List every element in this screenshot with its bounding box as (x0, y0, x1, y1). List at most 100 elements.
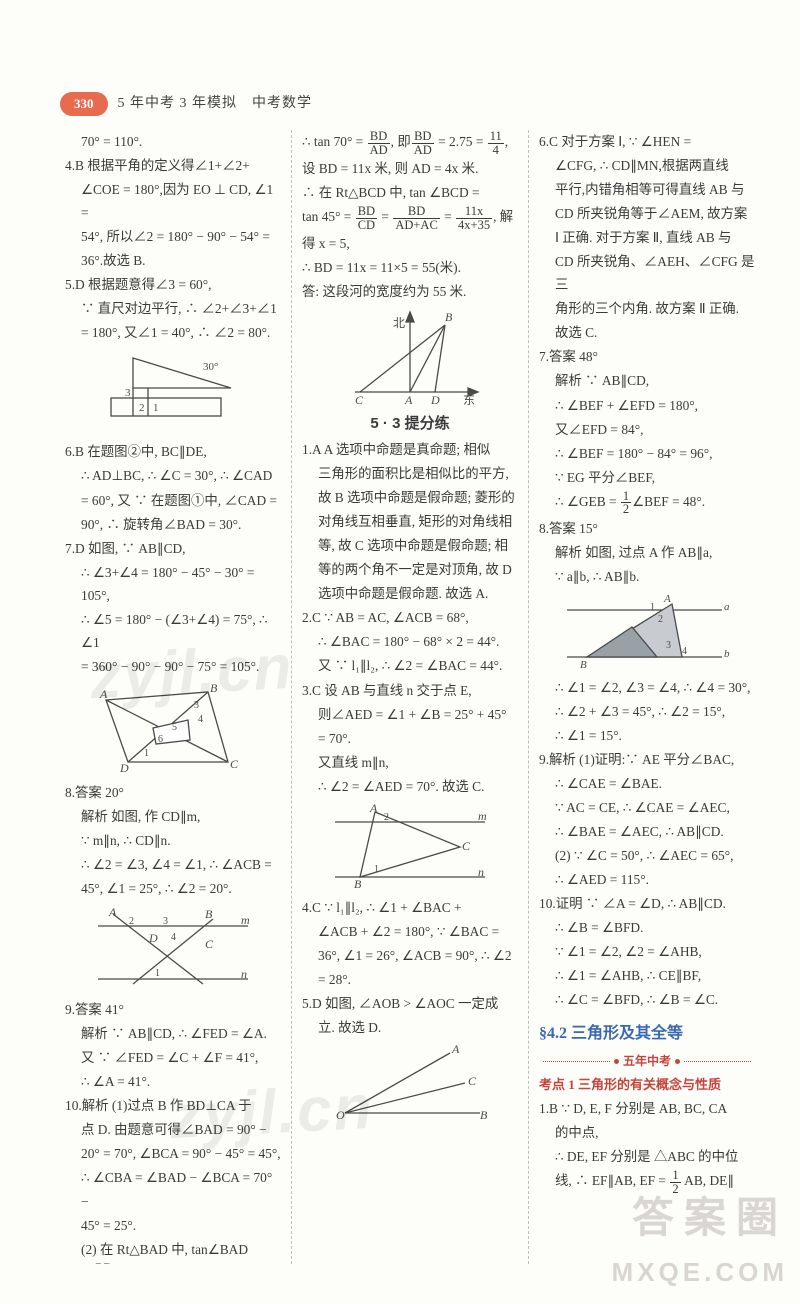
c1-line: 45° = 25°. (65, 1214, 281, 1237)
c3-line: 6.C 对于方案 Ⅰ, ∵ ∠HEN = (539, 130, 755, 153)
c2-line: ∠ACB + ∠2 = 180°, ∵ ∠BAC = (302, 920, 518, 943)
svg-text:3: 3 (125, 387, 131, 399)
c3-line: ∵ ∠1 = ∠2, ∠2 = ∠AHB, (539, 940, 755, 963)
svg-text:1: 1 (155, 968, 160, 979)
svg-text:C: C (205, 937, 214, 951)
page-number-badge: 330 (60, 92, 108, 116)
c2-line: 等, 故 C 选项中命题是假命题; 相 (302, 534, 518, 557)
svg-text:O: O (336, 1108, 345, 1122)
c1-line: = 60°, 又 ∵ 在题图①中, ∠CAD = (65, 489, 281, 512)
dot-icon (675, 1059, 680, 1064)
svg-text:n: n (241, 967, 247, 981)
c3-line: CD 所夹锐角等于∠AEM, 故方案 (539, 202, 755, 225)
c2-line: 4.C ∵ l₁∥l₂, ∴ ∠1 + ∠BAC + (302, 896, 518, 919)
c3-line: ∴ ∠1 = ∠2, ∠3 = ∠4, ∴ ∠4 = 30°, (539, 676, 755, 699)
c3-line: ∠CFG, ∴ CD∥MN,根据两直线 (539, 154, 755, 177)
c1-line: 点 D. 由题意可得∠BAD = 90° − (65, 1118, 281, 1141)
c1-line: ∠COE = 180°,因为 EO ⊥ CD, ∠1 = (65, 178, 281, 224)
svg-text:A: A (108, 905, 117, 919)
c3-line: 1.B ∵ D, E, F 分别是 AB, BC, CA (539, 1097, 755, 1120)
c3-line: 角形的三个内角. 故方案 Ⅱ 正确. (539, 297, 755, 320)
column-1: 70° = 110°. 4.B 根据平角的定义得∠1+∠2+ ∠COE = 18… (55, 130, 291, 1264)
c1-line: 20° = 70°, ∠BCA = 90° − 45° = 45°, (65, 1142, 281, 1165)
c1-line: 90°, ∴ 旋转角∠BAD = 30°. (65, 513, 281, 536)
c3-line: ∴ ∠BEF = 180° − 84° = 96°, (539, 442, 755, 465)
c3-line: (2) ∵ ∠C = 50°, ∴ ∠AEC = 65°, (539, 844, 755, 867)
svg-text:A: A (663, 593, 671, 605)
c3-line: ∴ ∠B = ∠BFD. (539, 916, 755, 939)
column-2: ∴ tan 70° = BDAD, 即BDAD = 2.75 = 114, 设 … (291, 130, 528, 1264)
c3-line: ∴ ∠BEF + ∠EFD = 180°, (539, 394, 755, 417)
svg-text:2: 2 (139, 402, 145, 414)
c3-line: Ⅰ 正确. 对于方案 Ⅱ, 直线 AB 与 (539, 226, 755, 249)
c2-line: tan 45° = BDCD = BDAD+AC = 11x4x+35, 解 (302, 205, 518, 231)
topic-five-year: 五年中考 (623, 1051, 671, 1072)
svg-text:2: 2 (658, 614, 663, 625)
c2-line: = 70°. (302, 727, 518, 750)
c2-line: 3.C 设 AB 与直线 n 交于点 E, (302, 679, 518, 702)
c1-line: ∴ ∠A = 41°. (65, 1070, 281, 1093)
c3-line: 的中点, (539, 1121, 755, 1144)
c3-line: ∴ ∠CAE = ∠BAE. (539, 772, 755, 795)
svg-text:3: 3 (194, 700, 199, 711)
c3-line: 解析 如图, 过点 A 作 AB∥a, (539, 541, 755, 564)
svg-text:B: B (354, 877, 362, 891)
c3-line: 7.答案 48° (539, 345, 755, 368)
c3-line: ∵ AC = CE, ∴ ∠CAE = ∠AEC, (539, 796, 755, 819)
figure-north-triangle: B C A D 北 东 (335, 307, 485, 407)
figure-quadrilateral: A B C D 3 4 5 6 1 (98, 682, 248, 777)
c1-line: 9.答案 41° (65, 998, 281, 1021)
c3-line: ∴ ∠C = ∠BFD, ∴ ∠B = ∠C. (539, 988, 755, 1011)
svg-text:4: 4 (682, 646, 687, 657)
c1-line: = 180°, 又∠1 = 40°, ∴ ∠2 = 80°. (65, 321, 281, 344)
c2-line: 三角形的面积比是相似比的平方, (302, 462, 518, 485)
c1-line: 7.D 如图, ∵ AB∥CD, (65, 537, 281, 560)
svg-text:东: 东 (463, 393, 475, 407)
c1-line: ∵ m∥n, ∴ CD∥n. (65, 829, 281, 852)
svg-text:D: D (430, 393, 440, 407)
c2-line: 立. 故选 D. (302, 1016, 518, 1039)
c1-line: 36°.故选 B. (65, 249, 281, 272)
svg-text:m: m (241, 913, 250, 927)
c3-line: 又∠EFD = 84°, (539, 418, 755, 441)
c2-line: 5.D 如图, ∠AOB > ∠AOC 一定成 (302, 992, 518, 1015)
c3-line: ∴ ∠BAE = ∠AEC, ∴ AB∥CD. (539, 820, 755, 843)
c2-line: ∴ BD = 11x = 11×5 = 55(米). (302, 256, 518, 279)
c1-line: 8.答案 20° (65, 781, 281, 804)
page-header-title: 5 年中考 3 年模拟 中考数学 (118, 92, 313, 116)
c3-line: ∴ ∠AED = 115°. (539, 868, 755, 891)
content-columns: 70° = 110°. 4.B 根据平角的定义得∠1+∠2+ ∠COE = 18… (55, 130, 765, 1264)
c2-line: 设 BD = 11x 米, 则 AD = 4x 米. (302, 157, 518, 180)
c3-line: ∴ DE, EF 分别是 △ABC 的中位 (539, 1145, 755, 1168)
figure-lines-mn-2: A B C m n 2 1 (330, 802, 490, 892)
svg-text:B: B (205, 907, 213, 921)
svg-text:C: C (468, 1074, 477, 1088)
c2-line: 答: 这段河的宽度约为 55 米. (302, 280, 518, 303)
svg-text:A: A (369, 802, 378, 815)
svg-text:4: 4 (171, 932, 176, 943)
c2-line: 则∠AED = ∠1 + ∠B = 25° + 45° (302, 703, 518, 726)
figure-lines-mn: A B C D m n 2 3 4 1 (93, 904, 253, 994)
c3-line: 10.证明 ∵ ∠A = ∠D, ∴ AB∥CD. (539, 892, 755, 915)
c2-line: 选项中命题是假命题. 故选 A. (302, 582, 518, 605)
svg-text:b: b (724, 648, 730, 660)
c2-line: 等的两个角不一定是对顶角, 故 D (302, 558, 518, 581)
c3-line: ∵ EG 平分∠BEF, (539, 466, 755, 489)
c1-line: ∴ ∠2 = ∠3, ∠4 = ∠1, ∴ ∠ACB = (65, 853, 281, 876)
c3-line: 故选 C. (539, 321, 755, 344)
svg-text:1: 1 (650, 602, 655, 613)
svg-text:30°: 30° (203, 361, 218, 373)
c2-line: 36°, ∠1 = 26°, ∠ACB = 90°, ∴ ∠2 (302, 944, 518, 967)
svg-text:1: 1 (153, 402, 159, 414)
c2-line: ∴ 在 Rt△BCD 中, tan ∠BCD = (302, 181, 518, 204)
page: 330 5 年中考 3 年模拟 中考数学 70° = 110°. 4.B 根据平… (0, 0, 800, 1304)
svg-text:A: A (404, 393, 413, 407)
c1-line: 6.B 在题图②中, BC∥DE, (65, 440, 281, 463)
c3-line: ∴ ∠GEB = 12∠BEF = 48°. (539, 490, 755, 516)
c1-line: (2) 在 Rt△BAD 中, tan∠BAD (65, 1238, 281, 1261)
c3-line: 平行,内错角相等可得直线 AB 与 (539, 178, 755, 201)
svg-text:5: 5 (172, 722, 177, 733)
c3-line: CD 所夹锐角、∠AEH、∠CFG 是三 (539, 250, 755, 296)
svg-text:2: 2 (384, 812, 389, 823)
svg-text:3: 3 (163, 916, 168, 927)
